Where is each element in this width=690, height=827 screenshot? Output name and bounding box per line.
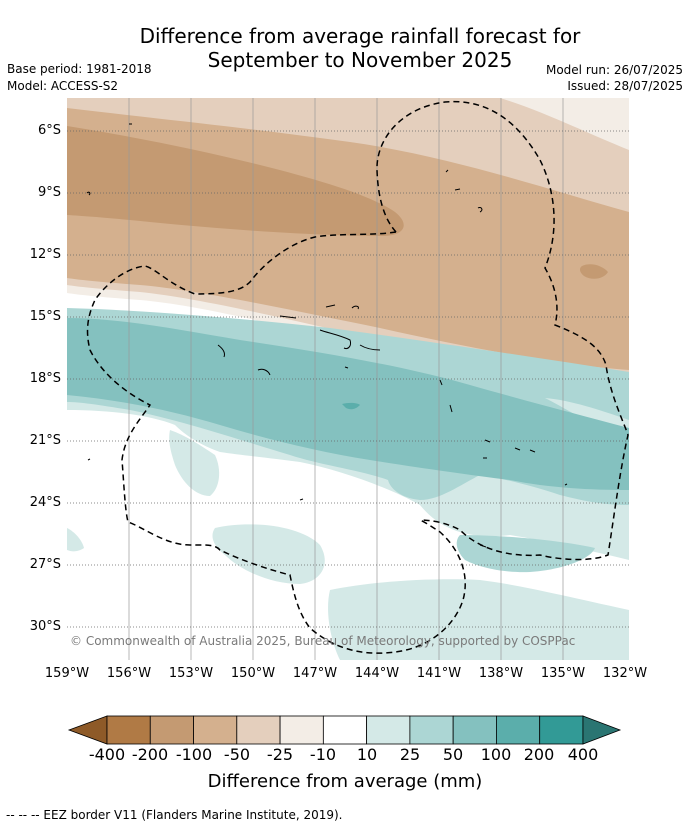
contour-wet-10-25-south	[212, 524, 325, 584]
model-run-label: Model run: 26/07/2025	[545, 63, 683, 77]
island-small-11	[217, 344, 225, 358]
colorbar-label: 400	[567, 745, 599, 764]
y-tick-label: 27°S	[29, 557, 61, 572]
contour-wet-10-25-west	[67, 528, 84, 552]
island-small-17	[529, 449, 536, 453]
islands	[86, 123, 568, 548]
island-small-7	[351, 305, 359, 310]
x-tick-label: 132°W	[602, 666, 648, 681]
island-small-21	[344, 366, 349, 369]
island-small-8	[279, 315, 297, 319]
colorbar-swatch	[452, 715, 497, 745]
y-tick-label: 24°S	[29, 495, 61, 510]
colorbar-label: -100	[175, 745, 213, 764]
colorbar-swatch	[366, 715, 411, 745]
colorbar-arrow-high	[582, 715, 622, 745]
x-tick-label: 156°W	[106, 666, 152, 681]
island-small-6	[325, 304, 336, 308]
colorbar-swatch	[236, 715, 281, 745]
island-small-15	[484, 439, 491, 443]
colorbar-swatch	[149, 715, 194, 745]
model-label: Model: ACCESS-S2	[7, 79, 119, 93]
contour-wet-100-200	[342, 402, 360, 410]
colorbar-label: -10	[309, 745, 337, 764]
colorbar-swatch	[496, 715, 541, 745]
colorbar-label: -50	[223, 745, 251, 764]
island-small-22	[299, 498, 304, 501]
base-period-label: Base period: 1981-2018	[7, 62, 152, 76]
colorbar-title: Difference from average (mm)	[207, 771, 483, 792]
island-small-4	[454, 188, 461, 191]
colorbar-label: 200	[523, 745, 555, 764]
colorbar-swatch	[193, 715, 238, 745]
eez-legend-note: -- -- -- EEZ border V11 (Flanders Marine…	[6, 808, 343, 822]
island-small-3	[445, 169, 449, 173]
y-tick-label: 15°S	[29, 309, 61, 324]
colorbar-label: 100	[480, 745, 512, 764]
island-small-10	[359, 344, 381, 351]
island-small-16	[514, 447, 521, 451]
island-small-12	[257, 368, 271, 376]
x-tick-label: 150°W	[230, 666, 276, 681]
island-small-13	[439, 379, 443, 386]
y-tick-label: 6°S	[37, 123, 61, 138]
island-small-19	[564, 483, 568, 486]
colorbar-label: -400	[88, 745, 126, 764]
x-tick-label: 141°W	[416, 666, 462, 681]
island-small-14	[449, 404, 453, 413]
x-tick-label: 135°W	[540, 666, 586, 681]
island-small-2	[86, 191, 91, 196]
issued-label: Issued: 28/07/2025	[567, 79, 683, 93]
colorbar-arrow-low	[67, 715, 108, 745]
eez-border-cook-islands	[86, 231, 466, 654]
x-tick-label: 147°W	[292, 666, 338, 681]
y-tick-label: 30°S	[29, 619, 61, 634]
island-small-5	[477, 207, 483, 213]
island-small-23	[479, 544, 487, 548]
contour-dry-100-200	[67, 126, 404, 236]
map-title-line1: Difference from average rainfall forecas…	[139, 24, 581, 48]
colorbar-label: 10	[356, 745, 378, 764]
colorbar-label: -200	[131, 745, 169, 764]
colorbar-swatch	[539, 715, 584, 745]
contour-dry-patch	[579, 264, 608, 279]
colorbar-swatch	[322, 715, 368, 745]
y-tick-label: 18°S	[29, 371, 61, 386]
colorbar-label: -25	[266, 745, 294, 764]
colorbar-swatch	[409, 715, 454, 745]
x-tick-label: 153°W	[168, 666, 214, 681]
colorbar-label: 25	[399, 745, 421, 764]
colorbar-label: 50	[442, 745, 464, 764]
colorbar-swatch	[279, 715, 324, 745]
contour-wet-10-25-inner	[169, 430, 220, 496]
map-title-line2: September to November 2025	[207, 48, 513, 72]
island-small-20	[87, 458, 91, 461]
x-tick-label: 138°W	[478, 666, 524, 681]
eez-border-kiribati	[376, 100, 629, 561]
contour-wet-10-25-southeast	[328, 579, 629, 660]
x-tick-label: 159°W	[44, 666, 90, 681]
contour-wet-25-50-south	[456, 535, 595, 573]
colorbar-swatch	[106, 715, 151, 745]
x-tick-label: 144°W	[354, 666, 400, 681]
y-tick-label: 12°S	[29, 247, 61, 262]
y-tick-label: 9°S	[37, 185, 61, 200]
y-tick-label: 21°S	[29, 433, 61, 448]
parallel-gridlines	[67, 130, 629, 628]
map-plot-area	[67, 98, 629, 660]
island-small-9	[319, 329, 351, 349]
colorbar	[67, 715, 622, 745]
copyright-notice: © Commonwealth of Australia 2025, Bureau…	[70, 634, 576, 648]
